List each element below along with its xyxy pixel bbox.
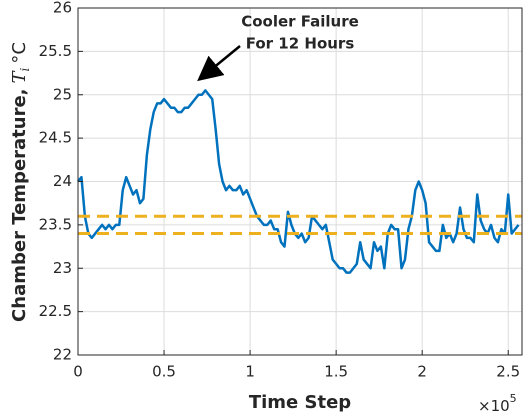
y-tick-label: 23	[53, 259, 72, 277]
x-tick-label: 1.5	[324, 363, 348, 381]
x-multiplier-exponent: 5	[510, 392, 517, 405]
x-tick-label: 0.5	[152, 363, 176, 381]
x-multiplier: ×105	[478, 392, 517, 415]
y-tick-label: 25	[53, 85, 72, 103]
annotation: Cooler Failure	[241, 13, 359, 31]
annotation-arrow	[197, 45, 241, 82]
y-tick-label: 25.5	[39, 42, 72, 60]
y-tick-label: 26	[53, 0, 72, 17]
y-tick-label: 22.5	[39, 302, 72, 320]
x-tick-label: 0	[73, 363, 83, 381]
y-tick-label: 23.5	[39, 215, 72, 233]
x-tick-label: 2.5	[496, 363, 520, 381]
y-axis-label: Chamber Temperature, Ti °C	[9, 42, 32, 322]
x-axis-label: Time Step	[249, 392, 351, 413]
x-tick-label: 1	[245, 363, 255, 381]
y-label-subscript: i	[18, 67, 32, 71]
y-label-unit: °C	[9, 42, 30, 64]
y-tick-label: 24.5	[39, 129, 72, 147]
x-multiplier-base: ×10	[478, 397, 510, 415]
y-label-text: Chamber Temperature,	[9, 88, 30, 321]
annotation: For 12 Hours	[246, 35, 355, 53]
y-tick-label: 22	[53, 346, 72, 364]
y-tick-label: 24	[53, 172, 72, 190]
x-tick-label: 2	[417, 363, 427, 381]
y-label-symbol: T	[9, 69, 30, 83]
